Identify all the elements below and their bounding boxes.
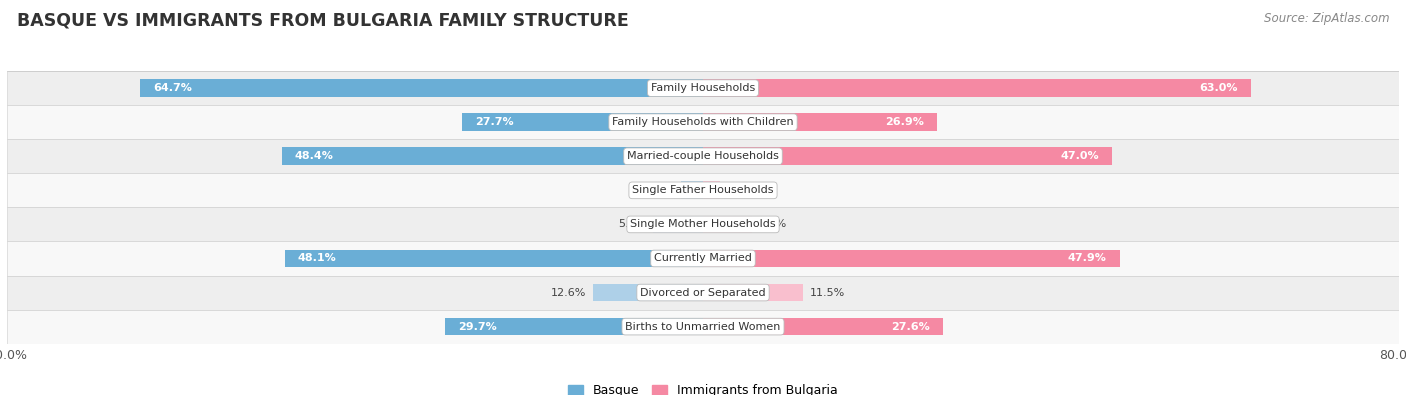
Bar [7,310,1399,344]
Text: 47.0%: 47.0% [1060,151,1099,161]
Bar [703,318,943,335]
Text: 5.7%: 5.7% [619,219,647,229]
Text: 2.5%: 2.5% [645,185,675,196]
Bar [593,284,703,301]
Text: Currently Married: Currently Married [654,254,752,263]
Text: Divorced or Separated: Divorced or Separated [640,288,766,297]
Bar [703,216,752,233]
Text: 26.9%: 26.9% [886,117,924,127]
Bar [682,181,703,199]
Bar [283,147,703,165]
Text: 64.7%: 64.7% [153,83,193,93]
Bar [284,250,703,267]
Bar [7,71,1399,105]
Text: 12.6%: 12.6% [551,288,586,297]
Bar [7,241,1399,276]
Bar [703,284,803,301]
Text: 5.6%: 5.6% [759,219,787,229]
Text: 2.0%: 2.0% [727,185,756,196]
Legend: Basque, Immigrants from Bulgaria: Basque, Immigrants from Bulgaria [568,384,838,395]
Bar [7,173,1399,207]
Bar [703,181,720,199]
Text: 47.9%: 47.9% [1067,254,1107,263]
Text: 48.1%: 48.1% [298,254,336,263]
Bar [444,318,703,335]
Text: 11.5%: 11.5% [810,288,845,297]
Text: Single Father Households: Single Father Households [633,185,773,196]
Text: Family Households with Children: Family Households with Children [612,117,794,127]
Text: 48.4%: 48.4% [295,151,333,161]
Bar [703,250,1119,267]
Bar [703,113,936,131]
Text: 27.6%: 27.6% [891,322,929,332]
Bar [7,105,1399,139]
Bar [463,113,703,131]
Bar [7,139,1399,173]
Bar [7,276,1399,310]
Text: Births to Unmarried Women: Births to Unmarried Women [626,322,780,332]
Bar [141,79,703,97]
Text: 63.0%: 63.0% [1199,83,1239,93]
Text: BASQUE VS IMMIGRANTS FROM BULGARIA FAMILY STRUCTURE: BASQUE VS IMMIGRANTS FROM BULGARIA FAMIL… [17,12,628,30]
Bar [703,147,1112,165]
Bar [7,207,1399,241]
Bar [703,79,1251,97]
Text: Married-couple Households: Married-couple Households [627,151,779,161]
Text: Family Households: Family Households [651,83,755,93]
Text: 27.7%: 27.7% [475,117,513,127]
Bar [654,216,703,233]
Text: Source: ZipAtlas.com: Source: ZipAtlas.com [1264,12,1389,25]
Text: Single Mother Households: Single Mother Households [630,219,776,229]
Text: 29.7%: 29.7% [458,322,496,332]
